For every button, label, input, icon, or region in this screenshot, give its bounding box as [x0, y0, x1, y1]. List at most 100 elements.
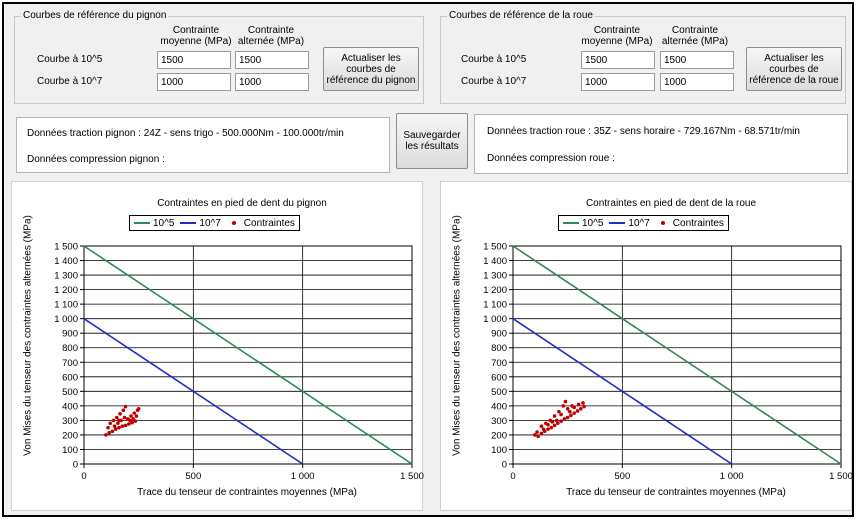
- y-tick-label: 0: [502, 460, 507, 471]
- contraintes-point: [556, 421, 560, 426]
- pignon-chart-xlabel: Trace du tenseur de contraintes moyennes…: [137, 487, 357, 498]
- series-10e7-line: [512, 318, 733, 465]
- pignon-chart-svg: 0 100 200 300 400 500 600 700 800 900 1 000 1 100 1 …: [54, 242, 424, 483]
- contraintes-point: [121, 408, 126, 413]
- y-tick-label: 0: [73, 460, 78, 471]
- roue-chart-legend: 10^5 10^7 Contraintes: [558, 215, 729, 231]
- y-tick-label: 500: [491, 387, 507, 398]
- series-10e5-line: [512, 245, 842, 465]
- roue-info-panel: Données traction roue : 35Z - sens horai…: [474, 114, 848, 174]
- contraintes-point: [578, 406, 583, 411]
- legend-label: 10^7: [199, 217, 221, 229]
- contraintes-point: [563, 399, 568, 404]
- y-tick-label: 1 200: [483, 285, 507, 296]
- legend-green-swatch: [563, 222, 579, 224]
- y-tick-label: 1 100: [483, 300, 507, 311]
- contraintes-point: [129, 414, 133, 418]
- contraintes-point: [122, 415, 127, 420]
- pignon-traction-text: Données traction pignon : 24Z - sens tri…: [27, 128, 344, 139]
- legend-item-10e5: 10^5: [134, 218, 174, 229]
- y-tick-label: 500: [62, 387, 78, 398]
- pignon-row1-alternee-input[interactable]: [235, 51, 309, 69]
- y-tick-label: 200: [62, 430, 78, 441]
- roue-chart-title: Contraintes en pied de dent de la roue: [585, 198, 757, 209]
- contraintes-point: [112, 424, 117, 429]
- contraintes-point: [581, 401, 585, 405]
- contraintes-point: [565, 415, 570, 420]
- contraintes-point: [549, 425, 554, 430]
- contraintes-point: [541, 427, 546, 431]
- x-tick-label: 1 000: [291, 471, 315, 482]
- y-tick-label: 1 000: [483, 314, 507, 325]
- contraintes-point: [568, 409, 572, 414]
- roue-reference-group: Courbes de référence de la roue Contrain…: [440, 10, 846, 104]
- roue-row2-moyenne-input[interactable]: [581, 73, 655, 91]
- y-tick-label: 1 500: [54, 242, 78, 253]
- roue-col-alternee-header: Contrainte alternée (MPa): [661, 25, 729, 47]
- legend-label: Contraintes: [243, 217, 295, 229]
- series-10e7-line: [83, 318, 304, 465]
- y-tick-label: 1 400: [483, 256, 507, 267]
- y-tick-label: 100: [491, 445, 507, 456]
- contraintes-point: [123, 423, 128, 428]
- pignon-reference-group: Courbes de référence du pignon Contraint…: [14, 10, 424, 104]
- legend-item-contraintes: Contraintes: [227, 218, 295, 229]
- contraintes-point: [557, 409, 561, 414]
- contraintes-point: [569, 413, 573, 418]
- legend-label: 10^7: [628, 217, 650, 229]
- x-tick-label: 500: [614, 471, 630, 482]
- roue-chart-xlabel: Trace du tenseur de contraintes moyennes…: [566, 487, 786, 498]
- contraintes-point: [536, 434, 540, 439]
- roue-chart-panel: Contraintes en pied de dent de la roue 1…: [440, 181, 852, 511]
- contraintes-point: [123, 404, 128, 409]
- contraintes-point: [108, 421, 113, 426]
- contraintes-point: [552, 414, 557, 418]
- roue-traction-text: Données traction roue : 35Z - sens horai…: [487, 126, 800, 137]
- contraintes-point: [117, 418, 121, 423]
- y-tick-label: 400: [491, 401, 507, 412]
- legend-label: 10^5: [582, 217, 604, 229]
- legend-red-swatch: [231, 221, 236, 225]
- roue-update-button[interactable]: Actualiser les courbes de référence de l…: [746, 47, 842, 91]
- pignon-row1-moyenne-input[interactable]: [157, 51, 231, 69]
- legend-blue-swatch: [609, 222, 626, 224]
- y-tick-label: 1 200: [54, 285, 78, 296]
- legend-item-10e5: 10^5: [563, 218, 603, 229]
- legend-green-swatch: [134, 222, 150, 224]
- contraintes-point: [133, 419, 138, 423]
- x-tick-label: 0: [510, 471, 515, 482]
- window-frame: Courbes de référence du pignon Contraint…: [2, 2, 854, 517]
- save-results-button[interactable]: Sauvegarder les résultats: [396, 113, 468, 169]
- x-tick-label: 1 500: [400, 471, 424, 482]
- pignon-row2-moyenne-input[interactable]: [157, 73, 231, 91]
- roue-col-moyenne-header: Contrainte moyenne (MPa): [581, 25, 653, 47]
- contraintes-point: [127, 422, 131, 426]
- y-tick-label: 100: [62, 445, 78, 456]
- pignon-chart-legend: 10^5 10^7 Contraintes: [129, 215, 300, 231]
- pignon-update-button[interactable]: Actualiser les courbes de référence du p…: [323, 47, 419, 91]
- y-tick-label: 200: [491, 430, 507, 441]
- y-tick-label: 700: [491, 358, 507, 369]
- contraintes-point: [106, 425, 110, 430]
- legend-blue-swatch: [180, 222, 197, 224]
- contraintes-point: [559, 419, 563, 423]
- roue-chart-svg: 0 100 200 300 400 500 600 700 800 900 1 000 1 100 1 …: [483, 242, 852, 483]
- y-tick-label: 1 500: [483, 242, 507, 253]
- contraintes-point: [554, 418, 559, 423]
- contraintes-point: [539, 431, 544, 436]
- contraintes-point: [572, 411, 577, 415]
- y-tick-label: 800: [491, 343, 507, 354]
- roue-reference-group-title: Courbes de référence de la roue: [447, 10, 595, 21]
- contraintes-point: [575, 409, 580, 413]
- legend-item-contraintes: Contraintes: [656, 218, 724, 229]
- contraintes-point: [546, 427, 550, 431]
- roue-row2-alternee-input[interactable]: [660, 73, 734, 91]
- y-tick-label: 800: [62, 343, 78, 354]
- pignon-row2-alternee-input[interactable]: [235, 73, 309, 91]
- y-tick-label: 300: [491, 416, 507, 427]
- roue-row1-moyenne-input[interactable]: [581, 51, 655, 69]
- contraintes-point: [107, 430, 111, 435]
- y-tick-label: 600: [62, 372, 78, 383]
- roue-row1-alternee-input[interactable]: [660, 51, 734, 69]
- pignon-reference-group-title: Courbes de référence du pignon: [21, 10, 169, 21]
